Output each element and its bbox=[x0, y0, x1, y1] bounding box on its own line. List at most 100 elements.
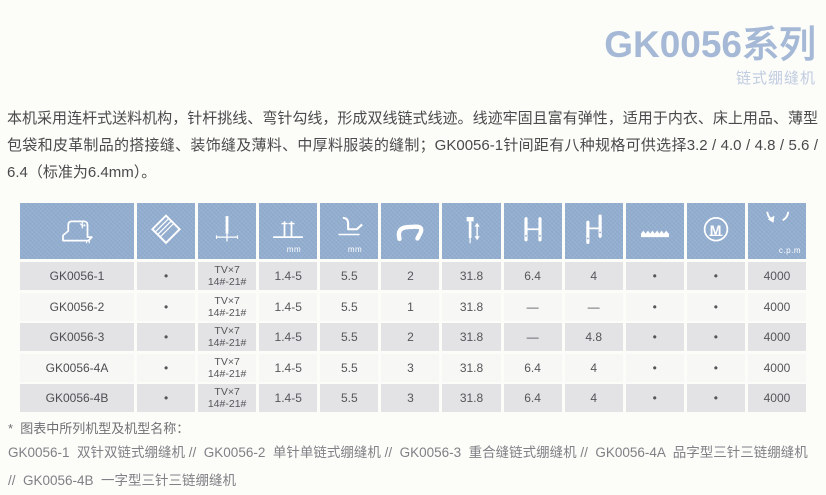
spec-cell-speed: 4000 bbox=[747, 262, 806, 290]
spec-cell-stitch-length: 1.4-5 bbox=[259, 262, 318, 290]
spec-cell-speed: 4000 bbox=[747, 292, 806, 321]
page-subtitle: 链式绷缝机 bbox=[735, 70, 816, 87]
spec-cell-needle: TV×7 14#-21# bbox=[198, 384, 257, 412]
footnote-heading: * 图表中所列机型及机型名称： bbox=[8, 421, 190, 436]
spec-cell-needle-gauge: — bbox=[503, 323, 562, 351]
spec-cell-needle: TV×7 14#-21# bbox=[198, 292, 257, 321]
spec-cell-needle-gauge: — bbox=[503, 292, 562, 321]
spec-cell-looper: 3 bbox=[381, 353, 440, 382]
spec-cell-fabric: • bbox=[137, 384, 196, 412]
spec-cell-needle-bar-stroke: 31.8 bbox=[442, 292, 501, 321]
spec-cell-stitch-length: 1.4-5 bbox=[259, 292, 318, 321]
feed-dog-icon bbox=[634, 211, 676, 251]
model-name: GK0056-3 bbox=[20, 323, 134, 351]
spec-cell-presser-foot-lift: 5.5 bbox=[320, 292, 379, 321]
spec-cell-stitch-length: 1.4-5 bbox=[259, 384, 318, 412]
table-row-GK0056-4A: GK0056-4A • TV×7 14#-21# 1.4-5 5.5 3 31.8 6.4 4 •… bbox=[20, 353, 806, 382]
intro-paragraph: 本机采用连杆式送料机构，针杆挑线、弯针勾线，形成双线链式线迹。线迹牢固且富有弹性… bbox=[7, 110, 818, 181]
column-header-needle-gauge bbox=[503, 203, 562, 259]
spec-cell-looper: 3 bbox=[381, 384, 440, 412]
fabric-icon bbox=[145, 211, 187, 251]
spec-cell-looper: 2 bbox=[381, 323, 440, 351]
table-row-GK0056-3: GK0056-3 • TV×7 14#-21# 1.4-5 5.5 2 31.8—4.8 • •… bbox=[20, 323, 806, 351]
footnote-models-line-2: // GK0056-4B 一字型三针三链绷缝机 bbox=[8, 473, 237, 488]
spec-cell-needle-gauge-2: 4 bbox=[564, 384, 623, 412]
spec-cell-stitch-length: 1.4-5 bbox=[259, 323, 318, 351]
spec-cell-looper: 2 bbox=[381, 262, 440, 290]
spec-cell-needle-gauge: 6.4 bbox=[503, 384, 562, 412]
spec-cell-speed: 4000 bbox=[747, 323, 806, 351]
column-header-needle-bar-stroke bbox=[442, 203, 501, 259]
spec-cell-needle: TV×7 14#-21# bbox=[198, 353, 257, 382]
spec-cell-speed: 4000 bbox=[747, 353, 806, 382]
spec-cell-needle-gauge-2: 4 bbox=[564, 262, 623, 290]
column-unit-label-stitch-length: mm bbox=[286, 245, 302, 254]
spec-cell-feed-dog: • bbox=[625, 323, 684, 351]
spec-cell-feed-dog: • bbox=[625, 262, 684, 290]
spec-cell-needle-gauge: 6.4 bbox=[503, 262, 562, 290]
column-header-model bbox=[20, 203, 134, 259]
spec-cell-needle-bar-stroke: 31.8 bbox=[442, 323, 501, 351]
column-header-needle bbox=[198, 203, 257, 259]
spec-cell-needle-bar-stroke: 31.8 bbox=[442, 353, 501, 382]
sewing-machine-icon bbox=[56, 211, 98, 251]
spec-cell-motor: • bbox=[686, 323, 745, 351]
spec-cell-motor: • bbox=[686, 353, 745, 382]
spec-cell-fabric: • bbox=[137, 323, 196, 351]
spec-cell-fabric: • bbox=[137, 353, 196, 382]
page-header: GK0056系列 链式绷缝机 bbox=[0, 0, 826, 89]
spec-cell-needle: TV×7 14#-21# bbox=[198, 323, 257, 351]
model-name: GK0056-1 bbox=[20, 262, 134, 290]
spec-cell-presser-foot-lift: 5.5 bbox=[320, 353, 379, 382]
spec-cell-presser-foot-lift: 5.5 bbox=[320, 323, 379, 351]
needle-bar-stroke-icon bbox=[450, 211, 492, 251]
spec-cell-needle-bar-stroke: 31.8 bbox=[442, 384, 501, 412]
column-header-presser-foot-lift: mm bbox=[320, 203, 379, 259]
spec-cell-feed-dog: • bbox=[625, 353, 684, 382]
spec-cell-fabric: • bbox=[137, 292, 196, 321]
column-header-fabric bbox=[137, 203, 196, 259]
table-row-GK0056-1: GK0056-1 • TV×7 14#-21# 1.4-5 5.5 2 31.8 6.4 4 • •… bbox=[20, 262, 806, 290]
column-header-stitch-length: mm bbox=[259, 203, 318, 259]
looper-icon bbox=[389, 211, 431, 251]
spec-cell-stitch-length: 1.4-5 bbox=[259, 353, 318, 382]
footnote-models-line-1: GK0056-1 双针双链式绷缝机 // GK0056-2 单针单链式绷缝机 /… bbox=[8, 445, 808, 460]
column-header-looper bbox=[381, 203, 440, 259]
needle-gauge-offset-icon bbox=[573, 211, 615, 251]
needle-icon bbox=[206, 211, 248, 251]
spec-cell-needle-gauge-2: 4.8 bbox=[564, 323, 623, 351]
spec-table-body: GK0056-1 • TV×7 14#-21# 1.4-5 5.5 2 31.8 6.4 4 • •… bbox=[20, 262, 806, 412]
spec-cell-needle-bar-stroke: 31.8 bbox=[442, 262, 501, 290]
table-row-GK0056-4B: GK0056-4B • TV×7 14#-21# 1.4-5 5.5 3 31.8 6.4 4 •… bbox=[20, 384, 806, 412]
column-header-needle-gauge-2 bbox=[564, 203, 623, 259]
spec-cell-presser-foot-lift: 5.5 bbox=[320, 262, 379, 290]
model-name: GK0056-4B bbox=[20, 384, 134, 412]
spec-cell-presser-foot-lift: 5.5 bbox=[320, 384, 379, 412]
column-header-speed: c.p.m bbox=[747, 203, 806, 259]
spec-cell-motor: • bbox=[686, 262, 745, 290]
spec-cell-feed-dog: • bbox=[625, 292, 684, 321]
column-unit-label-motor: M bbox=[709, 222, 722, 239]
spec-cell-speed: 4000 bbox=[747, 384, 806, 412]
spec-cell-motor: • bbox=[686, 292, 745, 321]
spec-cell-needle-gauge-2: — bbox=[564, 292, 623, 321]
spec-cell-feed-dog: • bbox=[625, 384, 684, 412]
column-header-feed-dog bbox=[625, 203, 684, 259]
spec-cell-needle: TV×7 14#-21# bbox=[198, 262, 257, 290]
speed-icon bbox=[756, 211, 798, 251]
model-name: GK0056-2 bbox=[20, 292, 134, 321]
footnote: * 图表中所列机型及机型名称： GK0056-1 双针双链式绷缝机 // GK0… bbox=[8, 419, 818, 495]
table-row-GK0056-2: GK0056-2 • TV×7 14#-21# 1.4-5 5.5 1 31.8— — • • 40… bbox=[20, 292, 806, 321]
spec-cell-needle-gauge-2: 4 bbox=[564, 353, 623, 382]
page-title: GK0056系列 bbox=[604, 24, 816, 65]
model-name: GK0056-4A bbox=[20, 353, 134, 382]
spec-cell-motor: • bbox=[686, 384, 745, 412]
spec-cell-needle-gauge: 6.4 bbox=[503, 353, 562, 382]
column-header-motor: M bbox=[686, 203, 745, 259]
column-unit-label-presser-foot-lift: mm bbox=[347, 245, 363, 254]
spec-cell-fabric: • bbox=[137, 262, 196, 290]
spec-cell-looper: 1 bbox=[381, 292, 440, 321]
